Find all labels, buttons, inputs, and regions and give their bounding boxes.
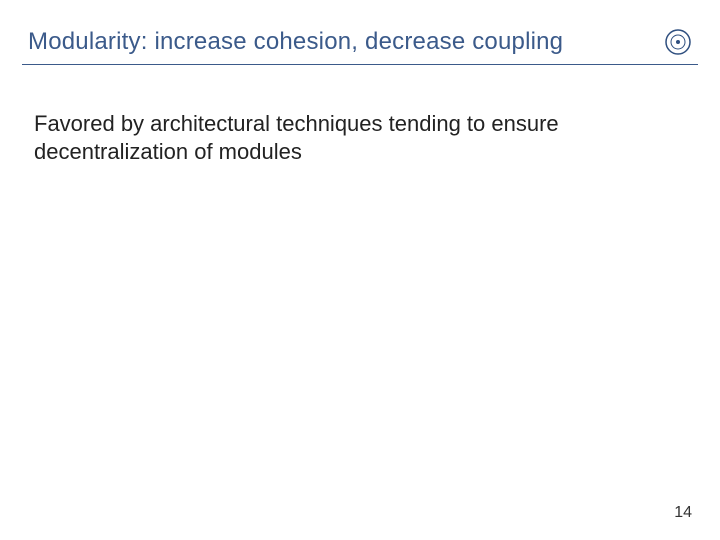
page-number: 14 [674, 504, 692, 522]
slide: Modularity: increase cohesion, decrease … [0, 0, 720, 540]
slide-body-text: Favored by architectural techniques tend… [34, 110, 660, 165]
header-divider [22, 64, 698, 65]
logo-icon [664, 28, 692, 56]
slide-title: Modularity: increase cohesion, decrease … [28, 28, 563, 56]
slide-header: Modularity: increase cohesion, decrease … [28, 18, 692, 66]
